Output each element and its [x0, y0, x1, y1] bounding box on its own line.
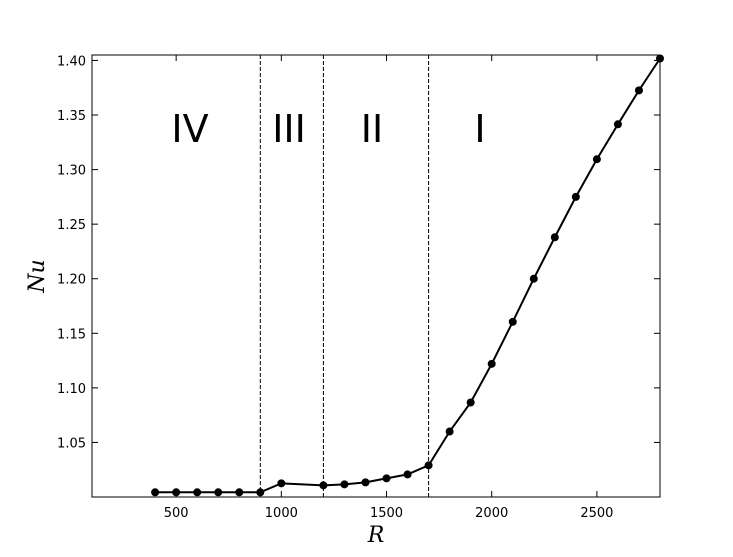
y-tick-label: 1.20: [57, 273, 86, 288]
x-tick-label: 1500: [370, 506, 403, 521]
x-tick-label: 2000: [475, 506, 508, 521]
data-point: [214, 488, 223, 497]
y-tick-label: 1.40: [57, 54, 86, 69]
data-point: [550, 233, 559, 242]
x-tick-label: 1000: [265, 506, 298, 521]
data-point: [319, 481, 328, 490]
x-tick-label: 500: [164, 506, 189, 521]
data-point: [529, 274, 538, 283]
data-point: [340, 480, 349, 489]
data-point: [172, 488, 181, 497]
data-point: [424, 461, 433, 470]
data-point: [571, 192, 580, 201]
y-tick-label: 1.35: [57, 109, 86, 124]
data-point: [256, 488, 265, 497]
y-tick-label: 1.25: [57, 218, 86, 233]
region-label: II: [361, 107, 383, 151]
data-point: [403, 470, 412, 479]
data-point: [382, 474, 391, 483]
region-label: I: [474, 107, 485, 151]
data-point: [193, 488, 202, 497]
data-point: [361, 478, 370, 487]
data-point: [445, 427, 454, 436]
plot-frame: [91, 54, 661, 498]
y-tick-label: 1.30: [57, 164, 86, 179]
y-tick-label: 1.05: [57, 436, 86, 451]
data-point: [277, 479, 286, 488]
region-label: IV: [171, 107, 208, 151]
y-tick-label: 1.10: [57, 382, 86, 397]
data-point: [613, 120, 622, 129]
data-point: [592, 155, 601, 164]
data-point: [487, 359, 496, 368]
y-tick-label: 1.15: [57, 327, 86, 342]
x-tick-label: 2500: [580, 506, 613, 521]
data-point: [508, 317, 517, 326]
data-point: [466, 398, 475, 407]
data-point: [634, 86, 643, 95]
y-axis-label: Nu: [25, 259, 50, 293]
x-axis-label: R: [367, 523, 385, 548]
region-label: III: [272, 107, 306, 151]
data-point: [235, 488, 244, 497]
data-point: [151, 488, 160, 497]
